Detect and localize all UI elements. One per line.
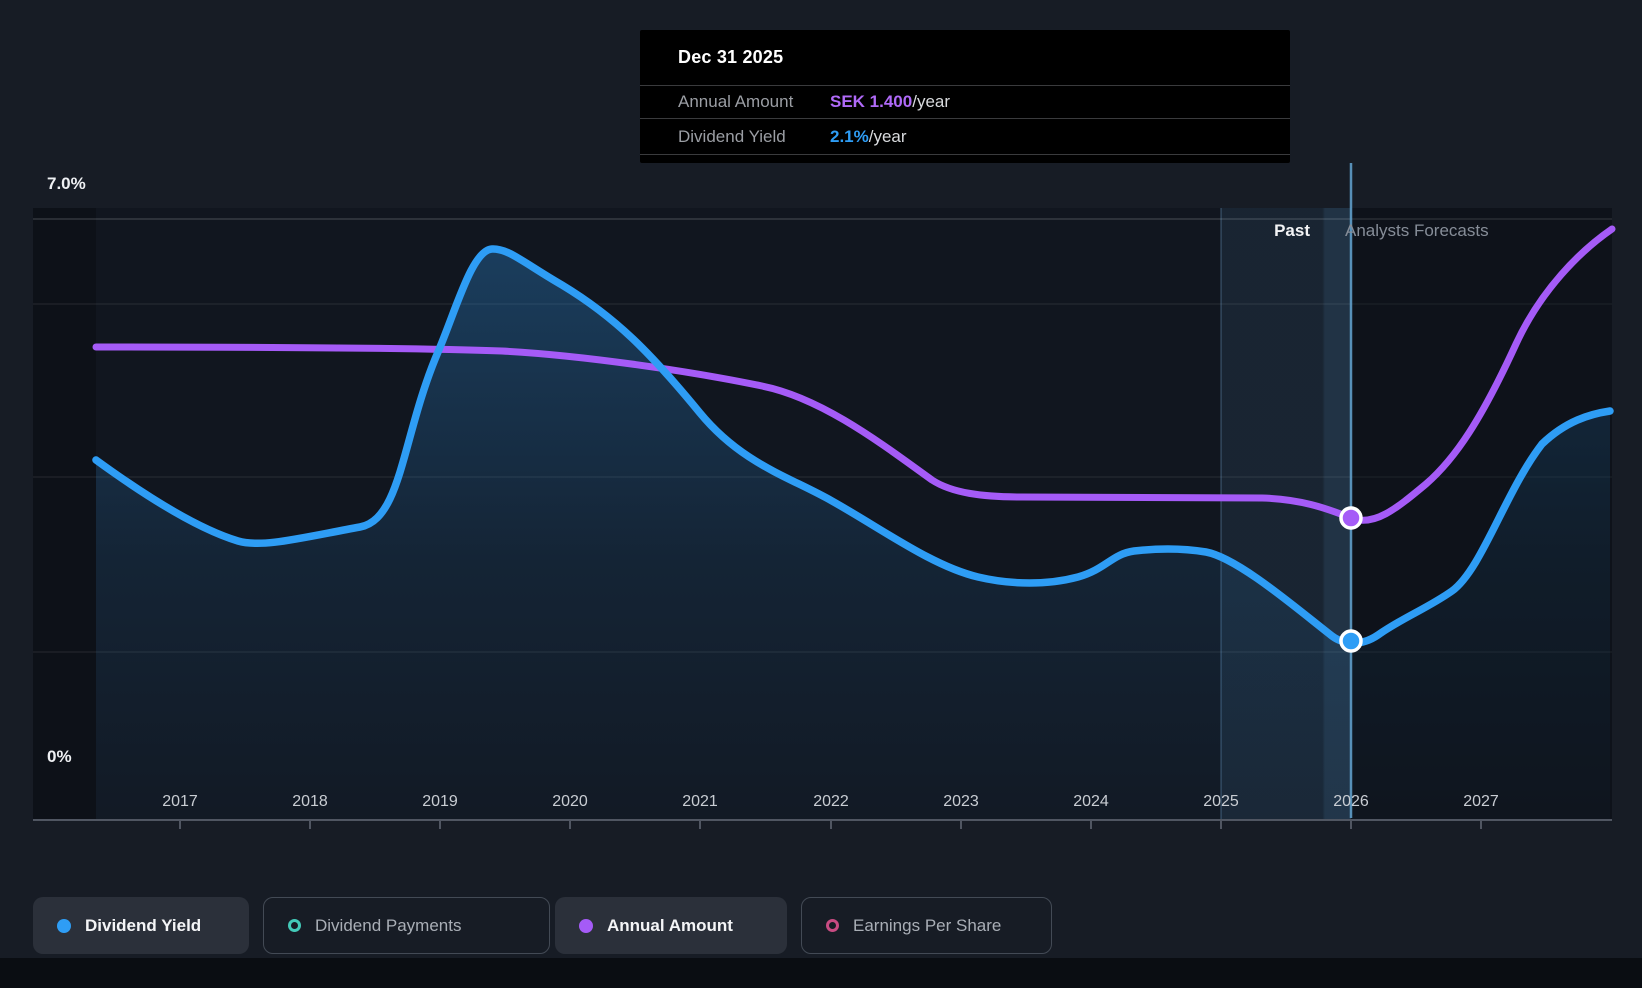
x-tick-label-2024: 2024 [1073, 793, 1109, 810]
y-axis-top-label: 7.0% [47, 174, 86, 193]
legend-button-dividend-payments[interactable]: Dividend Payments [263, 897, 550, 954]
x-tick-label-2018: 2018 [292, 793, 328, 810]
x-tick-label-2019: 2019 [422, 793, 458, 810]
earnings-per-share-ring-icon [826, 919, 839, 932]
tooltip-annual-amount-label: Annual Amount [678, 92, 794, 111]
legend-button-earnings-per-share[interactable]: Earnings Per Share [801, 897, 1052, 954]
annual-amount-dot-icon [579, 918, 593, 933]
legend-button-dividend-yield[interactable]: Dividend Yield [33, 897, 249, 954]
x-axis-ticks [179, 820, 1482, 829]
tooltip-date: Dec 31 2025 [678, 47, 784, 67]
legend-label: Earnings Per Share [853, 915, 1002, 935]
tooltip-annual-amount-unit: /year [912, 92, 951, 111]
tooltip-row-dividend-yield: Dividend Yield 2.1% /year [640, 118, 1290, 155]
past-label: Past [1274, 221, 1310, 240]
dividend-yield-area [96, 248, 1610, 820]
x-tick-label-2021: 2021 [682, 793, 718, 810]
annual-amount-line [92, 225, 1616, 524]
legend-label: Annual Amount [607, 915, 733, 935]
tooltip-dividend-yield-value: 2.1% [830, 126, 869, 146]
plot-left-nodata-strip [33, 208, 96, 820]
dividend-yield-hover-point [1339, 629, 1363, 653]
tooltip-dividend-yield-label: Dividend Yield [678, 126, 786, 146]
bottom-bar [0, 958, 1642, 988]
y-axis-bottom-label: 0% [47, 747, 72, 766]
legend-label: Dividend Payments [315, 915, 462, 935]
tooltip-dividend-yield-unit: /year [868, 126, 907, 146]
annual-amount-hover-point [1339, 506, 1363, 530]
x-tick-label-2017: 2017 [162, 793, 198, 810]
x-tick-label-2023: 2023 [943, 793, 979, 810]
dividend-payments-ring-icon [288, 919, 301, 932]
forecast-dim-overlay [1351, 208, 1612, 820]
x-tick-label-2027: 2027 [1463, 793, 1499, 810]
dividend-yield-line [92, 245, 1614, 647]
legend-label: Dividend Yield [85, 915, 202, 935]
x-tick-label-2026: 2026 [1333, 793, 1369, 810]
hover-tooltip: Dec 31 2025 Annual Amount SEK 1.400 /yea… [640, 30, 1290, 163]
tooltip-annual-amount-value: SEK 1.400 [830, 92, 913, 111]
dividend-yield-dot-icon [57, 918, 71, 933]
tooltip-row-annual-amount: Annual Amount SEK 1.400 /year [640, 85, 1290, 118]
x-tick-label-2022: 2022 [813, 793, 849, 810]
legend-button-annual-amount[interactable]: Annual Amount [555, 897, 787, 954]
x-tick-label-2025: 2025 [1203, 793, 1239, 810]
analysts-forecasts-label: Analysts Forecasts [1345, 221, 1489, 240]
x-tick-label-2020: 2020 [552, 793, 588, 810]
